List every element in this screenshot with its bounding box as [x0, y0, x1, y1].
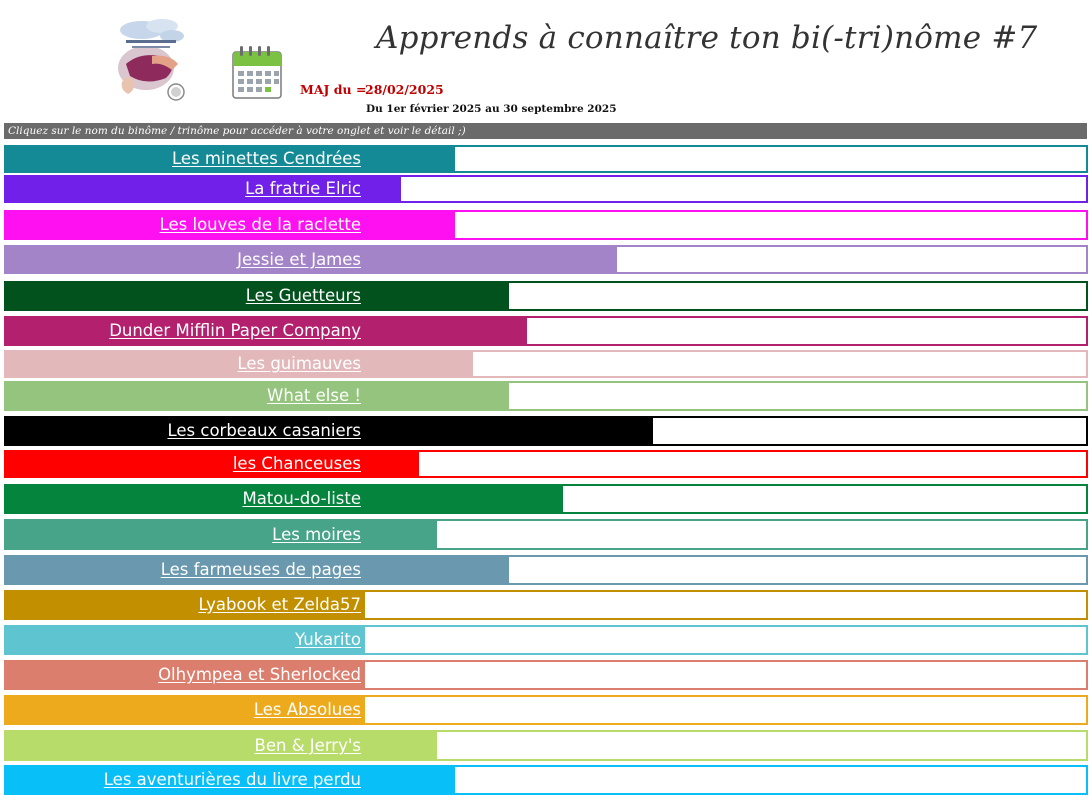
progress-track: [363, 695, 1088, 725]
team-link[interactable]: Les moires: [4, 519, 363, 550]
team-link[interactable]: Lyabook et Zelda57: [4, 590, 363, 620]
challenge-logo-icon: [118, 19, 185, 101]
team-link[interactable]: Les louves de la raclette: [4, 210, 363, 240]
team-row: Ben & Jerry's: [4, 730, 1088, 761]
update-label: MAJ du =: [300, 82, 367, 97]
team-link[interactable]: les Chanceuses: [4, 450, 363, 478]
team-row: Olhympea et Sherlocked: [4, 660, 1088, 690]
progress-fill: [365, 318, 528, 344]
progress-track: [363, 765, 1088, 795]
progress-fill: [365, 212, 456, 238]
progress-fill: [365, 486, 564, 512]
team-link[interactable]: Les minettes Cendrées: [4, 145, 363, 173]
team-link[interactable]: Matou-do-liste: [4, 484, 363, 514]
team-row: Yukarito: [4, 625, 1088, 655]
progress-track: [363, 660, 1088, 690]
team-row: Les aventurières du livre perdu: [4, 765, 1088, 795]
team-row: les Chanceuses: [4, 450, 1088, 478]
progress-fill: [365, 418, 654, 444]
team-row: What else !: [4, 381, 1088, 411]
team-row: Matou-do-liste: [4, 484, 1088, 514]
progress-track: [363, 730, 1088, 761]
progress-track: [363, 484, 1088, 514]
team-row: Les moires: [4, 519, 1088, 550]
progress-fill: [365, 283, 510, 309]
team-row: Jessie et James: [4, 245, 1088, 274]
update-date: 28/02/2025: [365, 82, 444, 97]
team-row: Les Guetteurs: [4, 281, 1088, 311]
progress-track: [363, 381, 1088, 411]
progress-track: [363, 281, 1088, 311]
instruction-banner: Cliquez sur le nom du binôme / trinôme p…: [4, 123, 1087, 139]
team-row: La fratrie Elric: [4, 175, 1088, 203]
team-link[interactable]: Les aventurières du livre perdu: [4, 765, 363, 795]
progress-track: [363, 625, 1088, 655]
team-row: Les louves de la raclette: [4, 210, 1088, 240]
progress-track: [363, 175, 1088, 203]
progress-track: [363, 316, 1088, 346]
team-row: Lyabook et Zelda57: [4, 590, 1088, 620]
progress-track: [363, 555, 1088, 585]
team-link[interactable]: Les Guetteurs: [4, 281, 363, 311]
progress-fill: [365, 177, 402, 201]
progress-fill: [365, 383, 510, 409]
progress-track: [363, 210, 1088, 240]
progress-track: [363, 416, 1088, 446]
team-row: Les farmeuses de pages: [4, 555, 1088, 585]
progress-fill: [365, 732, 438, 759]
team-link[interactable]: La fratrie Elric: [4, 175, 363, 203]
team-link[interactable]: Les guimauves: [4, 350, 363, 378]
progress-track: [363, 519, 1088, 550]
header: Apprends à connaître ton bi(-tri)nôme #7…: [0, 0, 1092, 123]
progress-fill: [365, 452, 420, 476]
page-title: Apprends à connaître ton bi(-tri)nôme #7: [376, 20, 1038, 56]
progress-track: [363, 450, 1088, 478]
team-row: Les guimauves: [4, 350, 1088, 378]
team-link[interactable]: Les Absolues: [4, 695, 363, 725]
team-row: Les minettes Cendrées: [4, 145, 1088, 173]
team-link[interactable]: Ben & Jerry's: [4, 730, 363, 761]
team-link[interactable]: Jessie et James: [4, 245, 363, 274]
progress-track: [363, 590, 1088, 620]
progress-fill: [365, 147, 456, 171]
team-link[interactable]: Les corbeaux casaniers: [4, 416, 363, 446]
progress-track: [363, 245, 1088, 274]
progress-fill: [365, 247, 618, 272]
team-link[interactable]: What else !: [4, 381, 363, 411]
team-row: Dunder Mifflin Paper Company: [4, 316, 1088, 346]
team-link[interactable]: Olhympea et Sherlocked: [4, 660, 363, 690]
progress-fill: [365, 352, 474, 376]
progress-fill: [365, 767, 456, 793]
team-row: Les corbeaux casaniers: [4, 416, 1088, 446]
progress-fill: [365, 557, 510, 583]
team-link[interactable]: Yukarito: [4, 625, 363, 655]
challenge-period: Du 1er février 2025 au 30 septembre 2025: [366, 103, 617, 115]
team-link[interactable]: Dunder Mifflin Paper Company: [4, 316, 363, 346]
progress-track: [363, 350, 1088, 378]
calendar-icon: [232, 46, 282, 99]
team-row: Les Absolues: [4, 695, 1088, 725]
progress-track: [363, 145, 1088, 173]
progress-fill: [365, 521, 438, 548]
team-link[interactable]: Les farmeuses de pages: [4, 555, 363, 585]
